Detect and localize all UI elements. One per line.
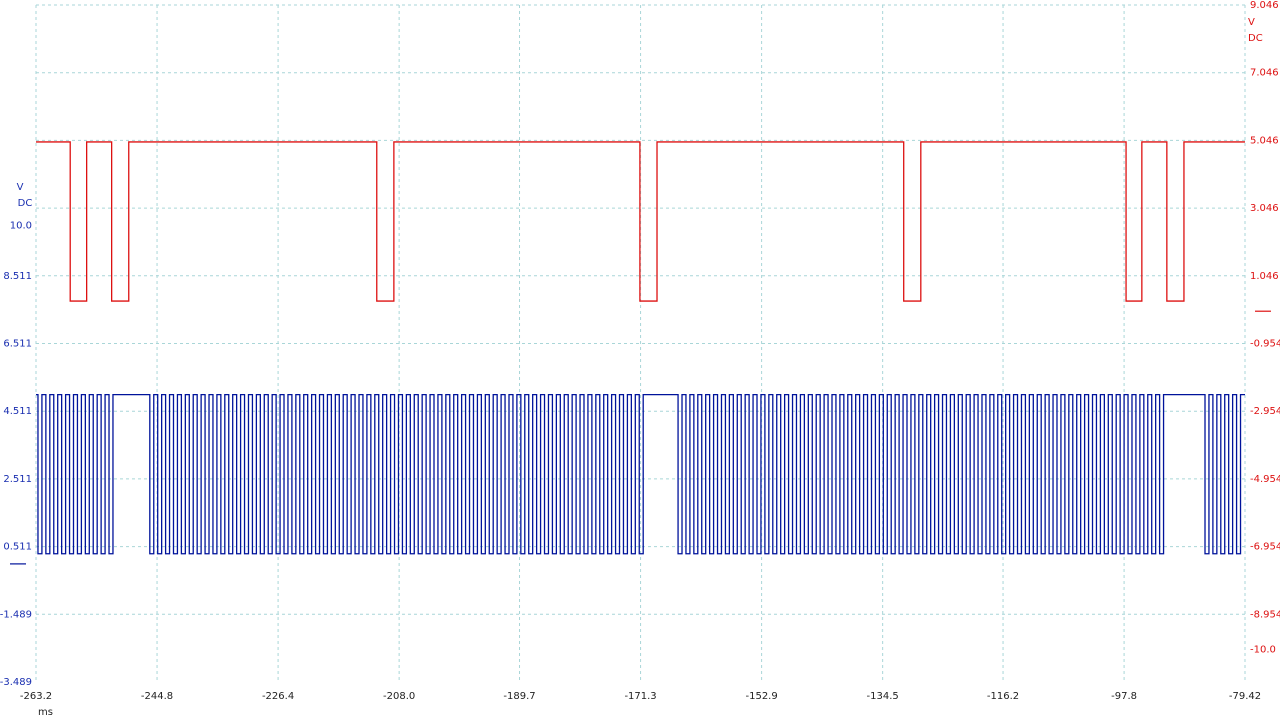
y2-tick-label: -8.954 — [1250, 609, 1280, 620]
y-unit: V — [17, 182, 24, 193]
y2-tick-label: -10.0 — [1250, 645, 1276, 656]
x-tick-label: -244.8 — [141, 691, 173, 702]
x-tick-label: -189.7 — [503, 691, 535, 702]
y2-tick-label: 1.046 — [1250, 271, 1279, 282]
y2-tick-label: 7.046 — [1250, 68, 1279, 79]
y-tick-label: 4.511 — [3, 406, 32, 417]
x-tick-label: -97.8 — [1111, 691, 1137, 702]
signal-trace — [36, 141, 1245, 302]
x-tick-label: -263.2 — [20, 691, 52, 702]
x-tick-label: -208.0 — [383, 691, 415, 702]
x-tick-label: -134.5 — [867, 691, 899, 702]
x-unit: ms — [38, 707, 53, 718]
x-tick-label: -79.42 — [1229, 691, 1261, 702]
x-tick-label: -116.2 — [987, 691, 1019, 702]
y-tick-label: 6.511 — [3, 339, 32, 350]
y2-tick-label: -4.954 — [1250, 474, 1280, 485]
y2-unit: V — [1248, 17, 1255, 28]
y2-tick-label: 3.046 — [1250, 203, 1279, 214]
y-tick-label: -1.489 — [0, 609, 32, 620]
y2-coupling: DC — [1248, 33, 1263, 44]
x-tick-label: -226.4 — [262, 691, 294, 702]
y2-tick-label: -2.954 — [1250, 406, 1280, 417]
y-tick-label: 8.511 — [3, 271, 32, 282]
y-tick-label: -3.489 — [0, 677, 32, 688]
y-coupling: DC — [18, 198, 33, 209]
y2-tick-label: -6.954 — [1250, 542, 1280, 553]
y-tick-label: 2.511 — [3, 474, 32, 485]
y2-tick-label: 9.046 — [1250, 0, 1279, 11]
x-tick-label: -171.3 — [624, 691, 656, 702]
x-tick-label: -152.9 — [745, 691, 777, 702]
signal-trace — [36, 393, 1245, 555]
y2-tick-label: -0.954 — [1250, 339, 1280, 350]
y-tick-label: 0.511 — [3, 542, 32, 553]
y-tick-label: 10.0 — [10, 220, 32, 231]
y2-tick-label: 5.046 — [1250, 135, 1279, 146]
